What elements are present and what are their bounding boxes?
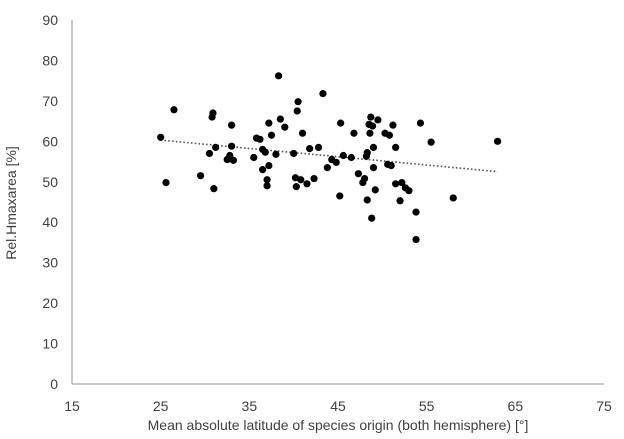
- data-point: [412, 236, 420, 244]
- data-point: [276, 115, 284, 123]
- data-point: [290, 149, 298, 158]
- data-point: [392, 143, 400, 151]
- y-tick-label: 80: [42, 52, 58, 68]
- data-point: [303, 180, 311, 188]
- data-point: [449, 194, 457, 202]
- data-point: [306, 145, 314, 153]
- data-point: [256, 135, 264, 143]
- data-point: [396, 197, 404, 205]
- data-point: [205, 149, 214, 158]
- data-point: [412, 208, 420, 216]
- data-point: [389, 121, 397, 129]
- data-point: [405, 187, 413, 195]
- data-point: [259, 166, 267, 174]
- data-point: [361, 174, 369, 183]
- y-tick-label: 0: [50, 376, 58, 392]
- data-point: [310, 174, 318, 183]
- data-point: [494, 137, 502, 145]
- data-point: [272, 150, 280, 158]
- data-point: [385, 131, 394, 139]
- data-point: [368, 122, 377, 130]
- x-axis-title: Mean absolute latitude of species origin…: [148, 417, 529, 433]
- data-point: [196, 172, 205, 180]
- data-point: [387, 162, 395, 170]
- trendline: [160, 139, 498, 173]
- axes: [71, 20, 604, 385]
- data-point: [261, 148, 269, 156]
- x-tick-label: 65: [508, 398, 524, 414]
- y-axis-title: Rel.Hmaxarea [%]: [3, 146, 19, 260]
- data-point: [369, 143, 378, 151]
- data-point: [371, 186, 379, 194]
- data-point: [339, 151, 347, 160]
- data-point: [263, 176, 271, 184]
- data-point: [398, 178, 406, 187]
- data-point: [392, 180, 400, 188]
- data-point: [369, 164, 378, 172]
- data-point: [337, 119, 345, 127]
- data-point: [367, 113, 375, 121]
- x-tick-label: 35: [242, 398, 258, 414]
- y-tick-label: 70: [42, 93, 58, 109]
- data-point: [297, 176, 305, 184]
- x-tick-label: 25: [153, 398, 169, 414]
- data-point: [332, 158, 340, 166]
- x-tick-labels: 15 25 35 45 55 65 75: [64, 398, 612, 414]
- x-tick-label: 45: [330, 398, 346, 414]
- data-point: [265, 162, 273, 170]
- y-tick-label: 90: [42, 12, 58, 28]
- data-point: [350, 129, 358, 137]
- data-point: [162, 178, 170, 187]
- data-point: [170, 106, 178, 114]
- data-point: [228, 142, 236, 150]
- data-point: [157, 133, 165, 141]
- x-tick-label: 75: [596, 398, 612, 414]
- data-point: [363, 196, 371, 204]
- y-tick-label: 50: [42, 174, 58, 190]
- y-tick-labels: 0 10 20 30 40 50 60 70 80 90: [42, 12, 58, 392]
- y-tick-label: 30: [42, 255, 58, 271]
- data-point: [294, 98, 302, 106]
- data-point: [416, 119, 425, 127]
- x-tick-label: 55: [419, 398, 435, 414]
- data-point: [347, 153, 355, 162]
- data-points: [157, 72, 502, 244]
- data-point: [267, 131, 276, 139]
- data-point: [293, 107, 301, 115]
- data-point: [366, 129, 374, 137]
- data-point: [292, 183, 300, 191]
- data-point: [427, 138, 435, 146]
- data-point: [323, 164, 331, 172]
- data-point: [363, 149, 371, 157]
- data-point: [319, 90, 327, 98]
- x-tick-label: 15: [64, 398, 80, 414]
- y-tick-label: 20: [42, 295, 58, 311]
- y-tick-label: 40: [42, 214, 58, 230]
- data-point: [274, 72, 283, 80]
- data-point: [368, 214, 376, 222]
- data-point: [281, 123, 289, 131]
- data-point: [336, 192, 344, 200]
- data-point: [354, 170, 362, 178]
- data-point: [209, 109, 217, 117]
- data-point: [229, 156, 237, 164]
- data-point: [212, 143, 220, 151]
- data-point: [228, 121, 236, 129]
- data-point: [265, 119, 273, 127]
- data-point: [314, 143, 323, 151]
- data-point: [298, 129, 307, 137]
- y-tick-label: 10: [42, 336, 58, 352]
- data-point: [263, 182, 271, 190]
- y-tick-label: 60: [42, 133, 58, 149]
- data-point: [210, 185, 218, 193]
- data-point: [374, 116, 382, 124]
- data-point: [250, 153, 258, 162]
